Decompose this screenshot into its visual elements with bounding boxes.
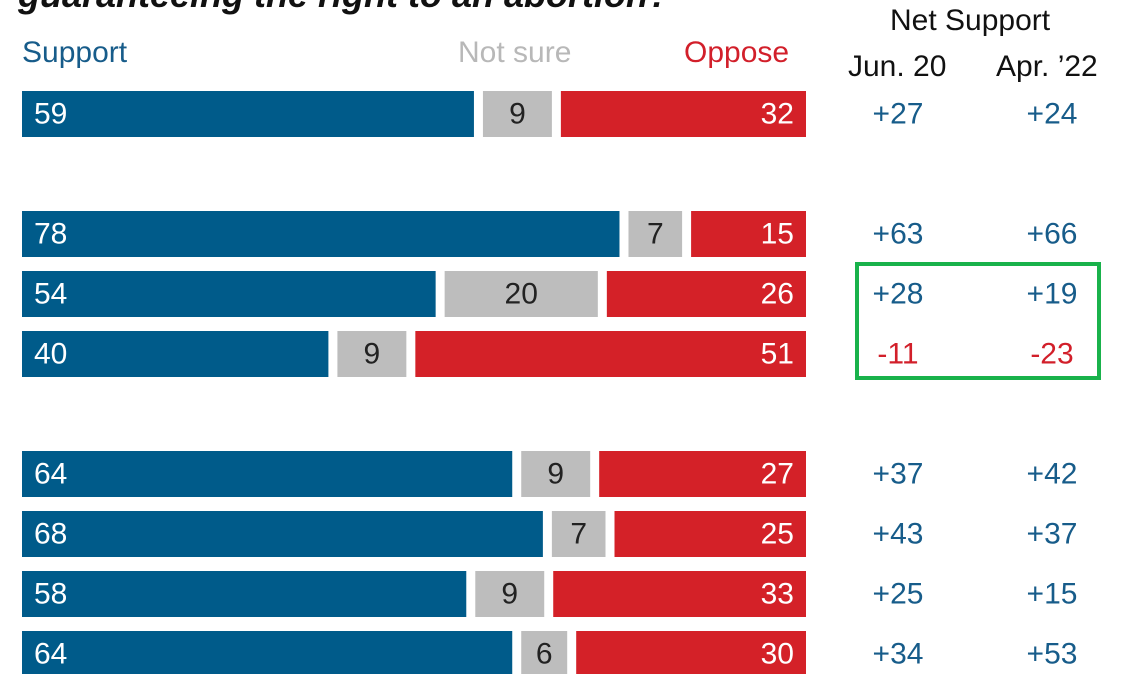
support-value-label: 40: [34, 338, 67, 371]
oppose-value-label: 30: [761, 638, 794, 671]
support-bar: [22, 91, 474, 137]
oppose-value-label: 26: [761, 278, 794, 311]
oppose-bar: [553, 571, 806, 617]
oppose-header: Oppose: [684, 36, 790, 69]
net-support-previous-label: +24: [1027, 98, 1078, 131]
net-support-current-label: +34: [873, 638, 924, 671]
oppose-bar: [691, 211, 806, 257]
not-sure-value-label: 9: [509, 98, 526, 131]
net-support-previous-label: +37: [1027, 518, 1078, 551]
oppose-bar: [560, 91, 806, 137]
not-sure-bar: [521, 451, 591, 497]
not-sure-value-label: 6: [536, 638, 553, 671]
net-support-previous-label: +53: [1027, 638, 1078, 671]
period-previous-header: Apr. ’22: [996, 50, 1098, 83]
not-sure-bar: [444, 271, 598, 317]
oppose-value-label: 32: [761, 98, 794, 131]
support-bar: [22, 331, 329, 377]
net-support-previous-label: +66: [1027, 218, 1078, 251]
not-sure-bar: [482, 91, 552, 137]
oppose-value-label: 27: [761, 458, 794, 491]
not-sure-value-label: 7: [570, 518, 587, 551]
support-value-label: 68: [34, 518, 67, 551]
not-sure-bar: [475, 571, 545, 617]
not-sure-value-label: 9: [501, 578, 518, 611]
support-value-label: 64: [34, 638, 67, 671]
net-support-previous-label: +42: [1027, 458, 1078, 491]
support-value-label: 64: [34, 458, 67, 491]
not-sure-value-label: 7: [647, 218, 664, 251]
support-bar: [22, 451, 513, 497]
net-support-previous-label: -23: [1030, 338, 1073, 371]
net-support-current-label: +63: [873, 218, 924, 251]
support-header: Support: [22, 36, 128, 69]
support-bar: [22, 211, 620, 257]
not-sure-value-label: 9: [547, 458, 564, 491]
net-support-current-label: +28: [873, 278, 924, 311]
not-sure-value-label: 20: [505, 278, 538, 311]
oppose-bar: [415, 331, 806, 377]
support-bar: [22, 571, 467, 617]
support-bar: [22, 631, 513, 674]
chart-title: guaranteeing the right to an abortion?: [18, 0, 670, 16]
support-value-label: 78: [34, 218, 67, 251]
not-sure-bar: [628, 211, 683, 257]
oppose-bar: [576, 631, 806, 674]
oppose-bar: [614, 511, 806, 557]
net-support-header: Net Support: [890, 4, 1051, 37]
not-sure-bar: [337, 331, 407, 377]
net-support-current-label: +43: [873, 518, 924, 551]
net-support-current-label: -11: [877, 338, 918, 371]
oppose-value-label: 51: [761, 338, 794, 371]
highlight-box: [855, 262, 1101, 380]
oppose-value-label: 33: [761, 578, 794, 611]
net-support-previous-label: +15: [1027, 578, 1078, 611]
support-value-label: 59: [34, 98, 67, 131]
net-support-current-label: +25: [873, 578, 924, 611]
oppose-value-label: 15: [761, 218, 794, 251]
oppose-bar: [606, 271, 806, 317]
oppose-value-label: 25: [761, 518, 794, 551]
support-value-label: 58: [34, 578, 67, 611]
net-support-current-label: +37: [873, 458, 924, 491]
support-bar: [22, 271, 436, 317]
support-bar: [22, 511, 543, 557]
net-support-current-label: +27: [873, 98, 924, 131]
net-support-previous-label: +19: [1027, 278, 1078, 311]
support-value-label: 54: [34, 278, 67, 311]
oppose-bar: [599, 451, 806, 497]
not-sure-bar: [521, 631, 568, 674]
not-sure-header: Not sure: [458, 36, 572, 69]
period-current-header: Jun. 20: [848, 50, 947, 83]
not-sure-bar: [551, 511, 606, 557]
not-sure-value-label: 9: [364, 338, 381, 371]
